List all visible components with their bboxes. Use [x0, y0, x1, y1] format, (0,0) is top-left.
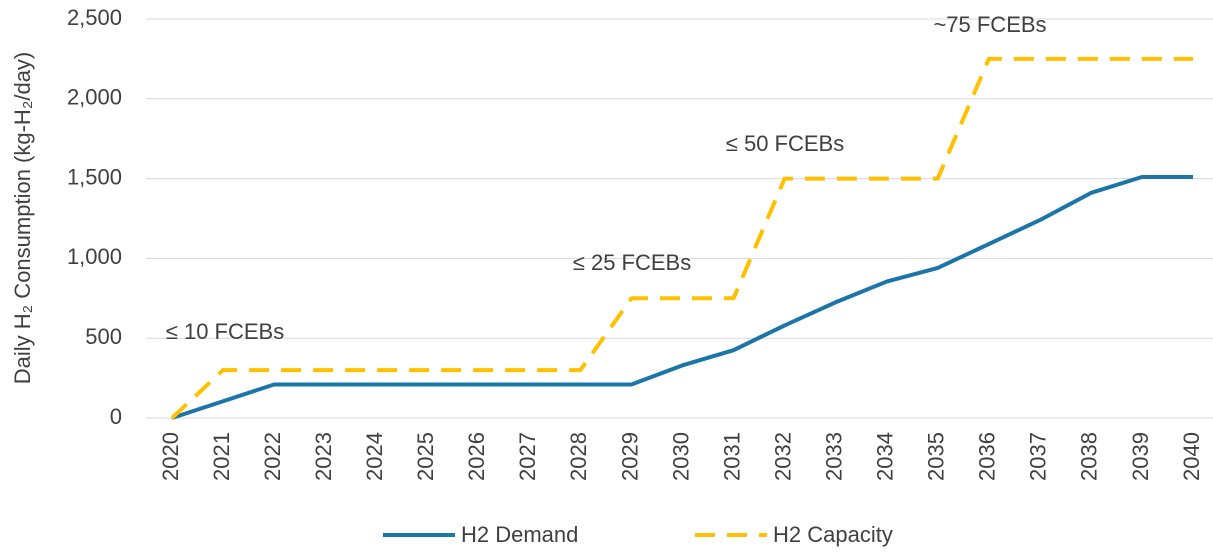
x-tick-label: 2023: [311, 432, 336, 481]
x-tick-label: 2037: [1026, 432, 1051, 481]
x-tick-label: 2029: [617, 432, 642, 481]
line-series: [171, 175, 1193, 420]
annotation: ≤ 50 FCEBs: [726, 131, 844, 156]
y-axis-label: Daily H₂ Consumption (kg-H₂/day): [10, 52, 35, 385]
annotation: ~75 FCEBs: [933, 12, 1046, 37]
x-tick-label: 2038: [1077, 432, 1102, 481]
y-tick-label: 2,500: [67, 5, 122, 30]
x-tick-label: 2026: [464, 432, 489, 481]
x-tick-label: 2020: [158, 432, 183, 481]
x-tick-label: 2031: [719, 432, 744, 481]
x-tick-label: 2025: [413, 432, 438, 481]
x-tick-label: 2030: [668, 432, 693, 481]
x-tick-label: 2028: [566, 432, 591, 481]
x-tick-label: 2035: [924, 432, 949, 481]
x-tick-label: 2036: [975, 432, 1000, 481]
annotation: ≤ 10 FCEBs: [166, 319, 284, 344]
annotation: ≤ 25 FCEBs: [573, 250, 691, 275]
y-tick-label: 0: [110, 404, 122, 429]
x-tick-label: 2034: [873, 432, 898, 481]
x-tick-label: 2027: [515, 432, 540, 481]
y-tick-label: 1,500: [67, 164, 122, 189]
line-series: [170, 56, 1193, 420]
x-tick-label: 2033: [821, 432, 846, 481]
legend-label: H2 Capacity: [773, 522, 893, 547]
x-tick-label: 2022: [260, 432, 285, 481]
x-tick-label: 2032: [770, 432, 795, 481]
x-tick-label: 2021: [209, 432, 234, 481]
legend-label: H2 Demand: [461, 522, 578, 547]
x-tick-label: 2040: [1179, 432, 1204, 481]
y-tick-label: 1,000: [67, 244, 122, 269]
y-tick-label: 2,000: [67, 85, 122, 110]
x-tick-label: 2039: [1128, 432, 1153, 481]
x-tick-label: 2024: [362, 432, 387, 481]
y-tick-label: 500: [85, 324, 122, 349]
